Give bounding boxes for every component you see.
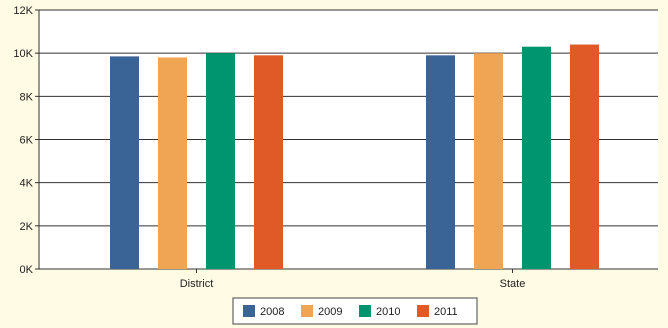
legend: 2008 2009 2010 2011 [233, 298, 477, 324]
legend-swatch-2011 [417, 305, 429, 317]
legend-swatch-2008 [243, 305, 255, 317]
bar-state-2010 [522, 47, 551, 269]
y-tick-label: 0K [20, 264, 34, 276]
bar-district-2011 [254, 55, 283, 269]
y-tick-label: 4K [20, 178, 34, 190]
y-tick-label: 12K [13, 5, 33, 17]
bar-state-2008 [426, 55, 455, 269]
y-tick-label: 8K [20, 91, 34, 103]
bar-state-2011 [570, 45, 599, 269]
x-category-label: District [180, 278, 214, 290]
legend-label-2008: 2008 [260, 306, 284, 318]
bar-district-2008 [110, 56, 139, 269]
legend-label-2010: 2010 [376, 306, 400, 318]
legend-label-2011: 2011 [434, 306, 458, 318]
legend-swatch-2009 [301, 305, 313, 317]
legend-swatch-2010 [359, 305, 371, 317]
legend-label-2009: 2009 [318, 306, 342, 318]
bar-state-2009 [474, 53, 503, 269]
y-tick-label: 10K [13, 48, 33, 60]
y-tick-label: 6K [20, 135, 34, 147]
y-tick-label: 2K [20, 221, 34, 233]
bar-district-2010 [206, 53, 235, 269]
y-axis-tick-labels: 0K 2K 4K 6K 8K 10K 12K [13, 5, 33, 276]
x-axis-category-labels: District State [180, 269, 526, 290]
x-category-label: State [500, 278, 526, 290]
bar-district-2009 [158, 57, 187, 269]
